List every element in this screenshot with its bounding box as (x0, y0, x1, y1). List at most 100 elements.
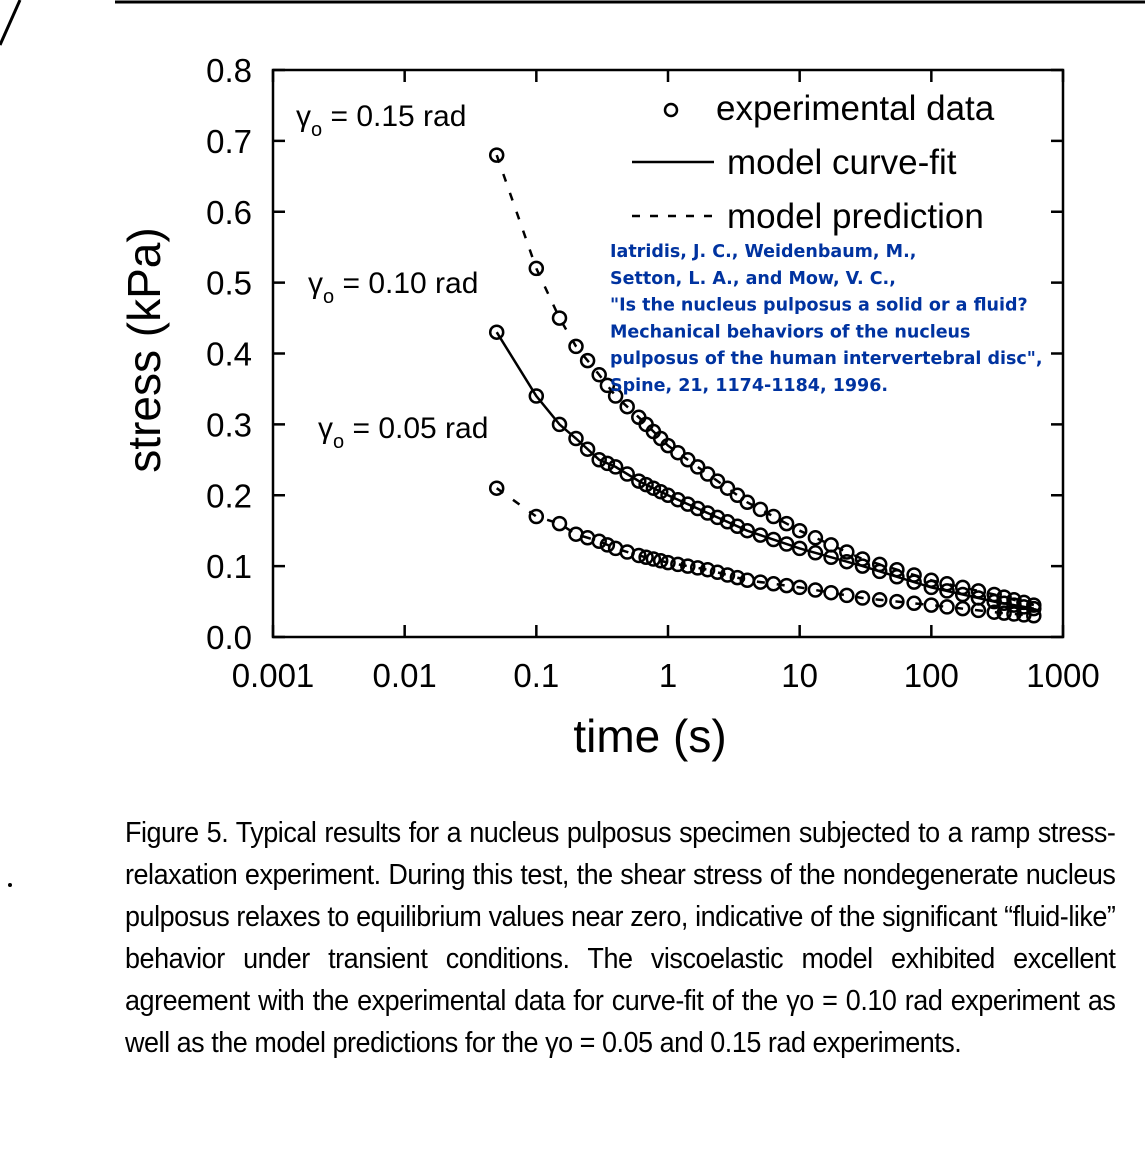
gamma-subscript: o (333, 431, 344, 453)
citation-line: Mechanical behaviors of the nucleus (610, 322, 970, 342)
experimental-series (488, 480, 1042, 624)
experimental-data-point (528, 260, 545, 277)
experimental-data-point (729, 487, 746, 504)
experimental-data-point (551, 416, 568, 433)
experimental-data-point (599, 377, 616, 394)
y-tick-label: 0.0 (206, 619, 252, 656)
experimental-data-point (839, 587, 855, 604)
model-prediction-curve (495, 154, 1035, 607)
x-tick-label: 0.001 (232, 657, 315, 694)
experimental-data-point (670, 556, 686, 573)
experimental-data-point (752, 501, 769, 518)
experimental-data-point (652, 483, 669, 500)
legend-model-prediction: model prediction (727, 197, 984, 236)
experimental-data-point (1006, 606, 1022, 622)
experimental-data-point (854, 558, 871, 574)
experimental-data-point (670, 444, 686, 461)
experimental-data-point (660, 437, 676, 454)
experimental-data-point (970, 602, 987, 619)
experimental-data-point (807, 582, 824, 598)
experimental-data-point (488, 147, 505, 163)
x-tick-label: 1000 (1026, 657, 1099, 694)
legend-model-curve-fit: model curve-fit (727, 143, 957, 182)
x-tick-label: 100 (904, 657, 959, 694)
experimental-data-point (551, 310, 568, 326)
experimental-data-point (807, 530, 824, 546)
experimental-data-point (638, 476, 654, 493)
experimental-data-point (591, 452, 607, 468)
experimental-data-point (680, 452, 696, 468)
experimental-data-point (778, 536, 795, 552)
experimental-data-point (954, 579, 971, 596)
page-corner-stroke (0, 0, 22, 46)
experimental-data-point (599, 455, 616, 472)
experimental-data-point (954, 600, 971, 617)
series-label-value: = 0.15 rad (322, 100, 466, 133)
y-tick-label: 0.7 (206, 123, 252, 160)
experimental-data-point (568, 430, 584, 447)
experimental-data-point (607, 388, 624, 404)
model-curve-fit-line (495, 331, 1035, 610)
experimental-data-point (645, 551, 662, 567)
experimental-data-point (528, 388, 545, 404)
experimental-data-point (591, 367, 607, 383)
experimental-data-point (889, 593, 905, 610)
experimental-data-point (591, 533, 607, 550)
experimental-data-point (551, 515, 568, 532)
experimental-data-point (939, 599, 955, 615)
y-tick-label: 0.5 (206, 265, 252, 302)
citation-line: Iatridis, J. C., Weidenbaum, M., (610, 242, 916, 262)
experimental-data-point (709, 564, 726, 581)
y-tick-label: 0.2 (206, 477, 252, 514)
experimental-data-point (719, 480, 736, 496)
series-label: γo = 0.05 rad (318, 412, 488, 453)
experimental-data-point (1006, 597, 1022, 613)
page-speck (8, 883, 12, 887)
experimental-series (488, 324, 1042, 617)
x-tick-label: 1 (659, 657, 677, 694)
experimental-data-point (791, 579, 808, 596)
y-tick-label: 0.4 (206, 336, 252, 373)
experimental-data-point (765, 508, 782, 525)
legend: experimental data model curve-fit model … (632, 89, 995, 236)
experimental-data-point (719, 567, 736, 583)
experimental-data-point (906, 595, 922, 612)
experimental-data-point (839, 553, 855, 570)
experimental-data-point (699, 466, 716, 482)
citation-line: pulposus of the human intervertebral dis… (610, 349, 1043, 369)
series-label-value: = 0.10 rad (334, 267, 478, 300)
gamma-subscript: o (311, 119, 322, 141)
experimental-data-point (599, 537, 616, 553)
experimental-data-point (923, 597, 940, 613)
experimental-data-point (871, 563, 888, 580)
experimental-data-point (638, 549, 654, 566)
x-axis-label: time (s) (573, 710, 726, 762)
experimental-data-point (986, 593, 1002, 610)
y-tick-label: 0.6 (206, 194, 252, 231)
citation-line: "Is the nucleus pulposus a solid or a fl… (610, 296, 1028, 316)
experimental-data-point (645, 480, 662, 496)
y-tick-label: 0.3 (206, 406, 252, 443)
experimental-data-point (970, 583, 987, 599)
experimental-data-point (791, 540, 808, 557)
series-label: γo = 0.15 rad (296, 100, 466, 141)
y-axis-label: stress (kPa) (118, 227, 170, 472)
experimental-data-point (823, 584, 839, 601)
y-tick-label: 0.1 (206, 548, 252, 585)
experimental-data-point (1016, 607, 1032, 623)
gamma-symbol: γ (318, 412, 333, 445)
experimental-data-point (488, 480, 505, 496)
experimental-data-point (752, 527, 769, 543)
gamma-subscript: o (323, 286, 334, 308)
experimental-data-point (579, 441, 596, 457)
citation-line: Setton, L. A., and Mow, V. C., (610, 269, 896, 289)
experimental-data-point (739, 494, 756, 511)
experimental-data-point (579, 352, 596, 369)
experimental-data-point (607, 459, 624, 475)
gamma-symbol: γ (308, 267, 323, 300)
experimental-data-point (923, 572, 940, 589)
experimental-data-point (906, 567, 922, 583)
experimental-data-point (839, 544, 855, 560)
experimental-data-point (996, 595, 1012, 612)
series-label: γo = 0.10 rad (308, 267, 478, 308)
